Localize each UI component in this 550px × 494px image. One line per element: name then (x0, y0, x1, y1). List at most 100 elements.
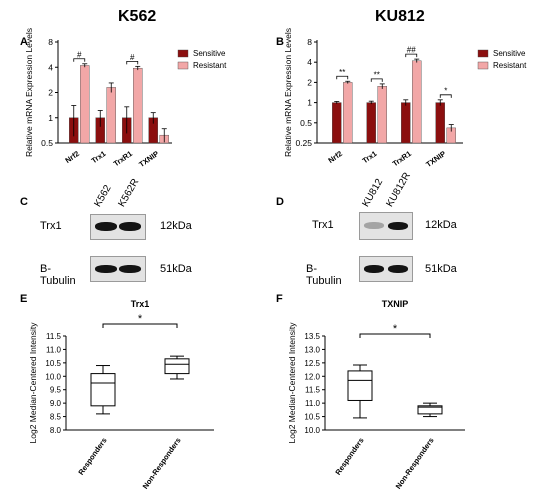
box (164, 358, 190, 375)
significance-bracket (336, 75, 349, 80)
y-tick-label: 0.5 (300, 118, 312, 128)
significance-bracket (439, 94, 452, 98)
y-tick-label: 9.5 (50, 386, 62, 395)
bar (133, 67, 143, 144)
bar (435, 102, 445, 144)
y-tick-label: 1 (307, 98, 312, 108)
y-tick-label: 10.5 (45, 359, 61, 368)
box-plot-e: Trx1 Log2 Median-Centered Intensity 8.0 8.5… (28, 299, 214, 491)
blot-kda-label: 12kDa (425, 219, 457, 231)
legend-swatch (177, 49, 189, 58)
blot-strip (359, 256, 413, 282)
blot-band (95, 265, 117, 273)
blot-band (388, 265, 408, 273)
panel-label-c: C (20, 196, 28, 208)
legend-swatch (477, 49, 489, 58)
chart-title: Trx1 (131, 299, 150, 309)
chart-title: TXNIP (382, 299, 409, 309)
significance-bracket (73, 58, 86, 62)
y-tick-label: 0.5 (41, 138, 53, 148)
lane-label: K562R (116, 177, 142, 209)
significance-marker: ** (339, 68, 345, 77)
legend-label: Resistant (193, 61, 227, 70)
blot-kda-label: 51kDa (160, 263, 192, 275)
significance-marker: # (130, 53, 135, 62)
y-tick-label: 8 (307, 37, 312, 47)
y-axis-label: Log2 Median-Centered Intensity (28, 322, 38, 444)
bar (80, 65, 90, 144)
header-k562: K562 (118, 8, 157, 25)
y-tick-label: 8.5 (50, 413, 62, 422)
blot-band (388, 222, 408, 230)
bar (401, 102, 411, 144)
blot-kda-label: 12kDa (160, 220, 192, 232)
y-tick-label: 2 (307, 77, 312, 87)
blot-row-label: Trx1 (40, 220, 62, 232)
y-tick-label: 2 (48, 88, 53, 98)
legend-label: Sensitive (193, 49, 226, 58)
panel-label-e: E (20, 293, 28, 305)
box (347, 370, 373, 401)
blot-strip (90, 214, 146, 240)
y-tick-label: 12.0 (304, 372, 320, 381)
significance-marker: # (77, 50, 82, 59)
x-tick-label: TXNIP (424, 149, 447, 169)
y-axis-label: Relative mRNA Expression Levels (24, 28, 34, 157)
box (90, 373, 116, 407)
x-tick-label: TXNIP (137, 149, 160, 169)
legend-label: Sensitive (493, 49, 526, 58)
significance-marker: * (444, 86, 447, 95)
blot-band (364, 265, 384, 273)
y-tick-label: 10.0 (45, 372, 61, 381)
y-tick-label: 10.0 (304, 426, 320, 435)
blot-band (119, 265, 141, 273)
panel-label-a: A (20, 36, 28, 48)
bar (366, 102, 376, 144)
significance-bracket (405, 53, 418, 58)
significance-bracket (102, 323, 178, 328)
lane-label: K562 (92, 183, 114, 209)
x-tick-label: Responders (333, 436, 365, 477)
blot-row-label: B-Tubulin (306, 263, 342, 287)
panel-label-f: F (276, 293, 283, 305)
blot-band (364, 222, 384, 229)
y-tick-label: 11.0 (46, 345, 62, 354)
y-tick-label: 9.0 (50, 399, 62, 408)
blot-band (95, 222, 117, 231)
x-tick-label: Trx1 (361, 149, 379, 165)
y-tick-label: 13.0 (304, 345, 320, 354)
significance-bracket (359, 333, 431, 338)
lane-label: KU812 (360, 177, 386, 209)
significance-marker: ** (374, 70, 380, 79)
x-tick-label: Nrf2 (63, 149, 80, 165)
y-tick-label: 4 (307, 57, 312, 67)
y-tick-label: 13.5 (304, 332, 320, 341)
blot-row-label: B-Tubulin (40, 263, 76, 287)
header-ku812: KU812 (375, 8, 425, 25)
lane-label: KU812R (384, 170, 413, 209)
panel-label-d: D (276, 196, 284, 208)
y-tick-label: 4 (48, 62, 53, 72)
panel-label-b: B (276, 36, 284, 48)
bar (412, 60, 422, 144)
y-tick-label: 8.0 (50, 426, 62, 435)
blot-row-label: Trx1 (312, 219, 334, 231)
x-tick-label: TrxR1 (391, 149, 413, 168)
bar (106, 87, 116, 144)
bar (332, 102, 342, 144)
blot-kda-label: 51kDa (425, 263, 457, 275)
box-plot-f: TXNIP Log2 Median-Centered Intensity 10.0 1… (287, 299, 465, 491)
legend-swatch (177, 61, 189, 70)
y-tick-label: 8 (48, 37, 53, 47)
y-tick-label: 10.5 (304, 413, 320, 422)
bar (343, 82, 353, 144)
y-tick-label: 11.5 (305, 386, 321, 395)
blot-strip (90, 256, 146, 282)
y-tick-label: 12.5 (304, 359, 320, 368)
significance-bracket (126, 60, 139, 65)
significance-bracket (370, 78, 383, 82)
significance-marker: ## (407, 46, 416, 55)
y-axis-label: Log2 Median-Centered Intensity (287, 322, 297, 444)
bar (377, 86, 387, 144)
legend-label: Resistant (493, 61, 527, 70)
